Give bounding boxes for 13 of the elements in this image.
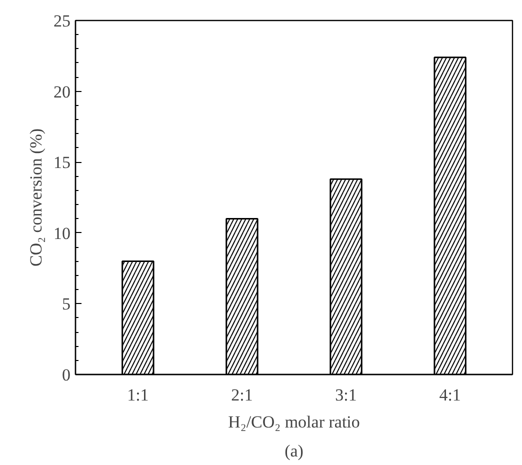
text: (a) [284,442,304,460]
y-tick-label: 0 [62,366,70,384]
y-tick-label: 25 [54,12,70,30]
y-tick-label: 10 [54,224,70,243]
x-tick-label: 2:1 [231,386,253,404]
x-axis-title: H₂/CO₂ molar ratio [228,412,360,432]
y-axis-title: CO₂ conversion (%) [26,128,46,267]
x-tick-label: 4:1 [439,386,461,404]
x-tick-label: 1:1 [127,386,149,404]
x-tick-label: 3:1 [335,386,357,404]
y-tick-label: 15 [54,153,70,172]
y-tick-label: 20 [54,82,70,102]
y-tick-label: 5 [62,294,70,314]
